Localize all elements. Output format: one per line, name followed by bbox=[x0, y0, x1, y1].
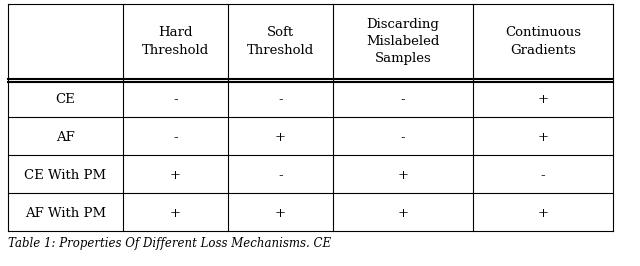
Text: -: - bbox=[401, 131, 405, 144]
Text: AF With PM: AF With PM bbox=[25, 207, 106, 220]
Text: Discarding
Mislabeled
Samples: Discarding Mislabeled Samples bbox=[366, 18, 440, 65]
Text: -: - bbox=[401, 93, 405, 106]
Text: Hard
Threshold: Hard Threshold bbox=[142, 27, 209, 56]
Text: -: - bbox=[278, 93, 283, 106]
Text: -: - bbox=[173, 93, 178, 106]
Text: CE: CE bbox=[56, 93, 76, 106]
Text: +: + bbox=[170, 207, 181, 220]
Text: -: - bbox=[278, 169, 283, 182]
Text: -: - bbox=[541, 169, 545, 182]
Text: +: + bbox=[397, 169, 408, 182]
Text: +: + bbox=[538, 207, 548, 220]
Text: +: + bbox=[275, 131, 286, 144]
Text: -: - bbox=[173, 131, 178, 144]
Text: +: + bbox=[538, 131, 548, 144]
Text: Soft
Threshold: Soft Threshold bbox=[247, 27, 314, 56]
Text: Continuous
Gradients: Continuous Gradients bbox=[505, 27, 581, 56]
Text: +: + bbox=[170, 169, 181, 182]
Text: +: + bbox=[397, 207, 408, 220]
Text: Table 1: Properties Of Different Loss Mechanisms. CE: Table 1: Properties Of Different Loss Me… bbox=[8, 237, 331, 250]
Text: +: + bbox=[275, 207, 286, 220]
Text: AF: AF bbox=[56, 131, 75, 144]
Text: +: + bbox=[538, 93, 548, 106]
Text: CE With PM: CE With PM bbox=[24, 169, 107, 182]
